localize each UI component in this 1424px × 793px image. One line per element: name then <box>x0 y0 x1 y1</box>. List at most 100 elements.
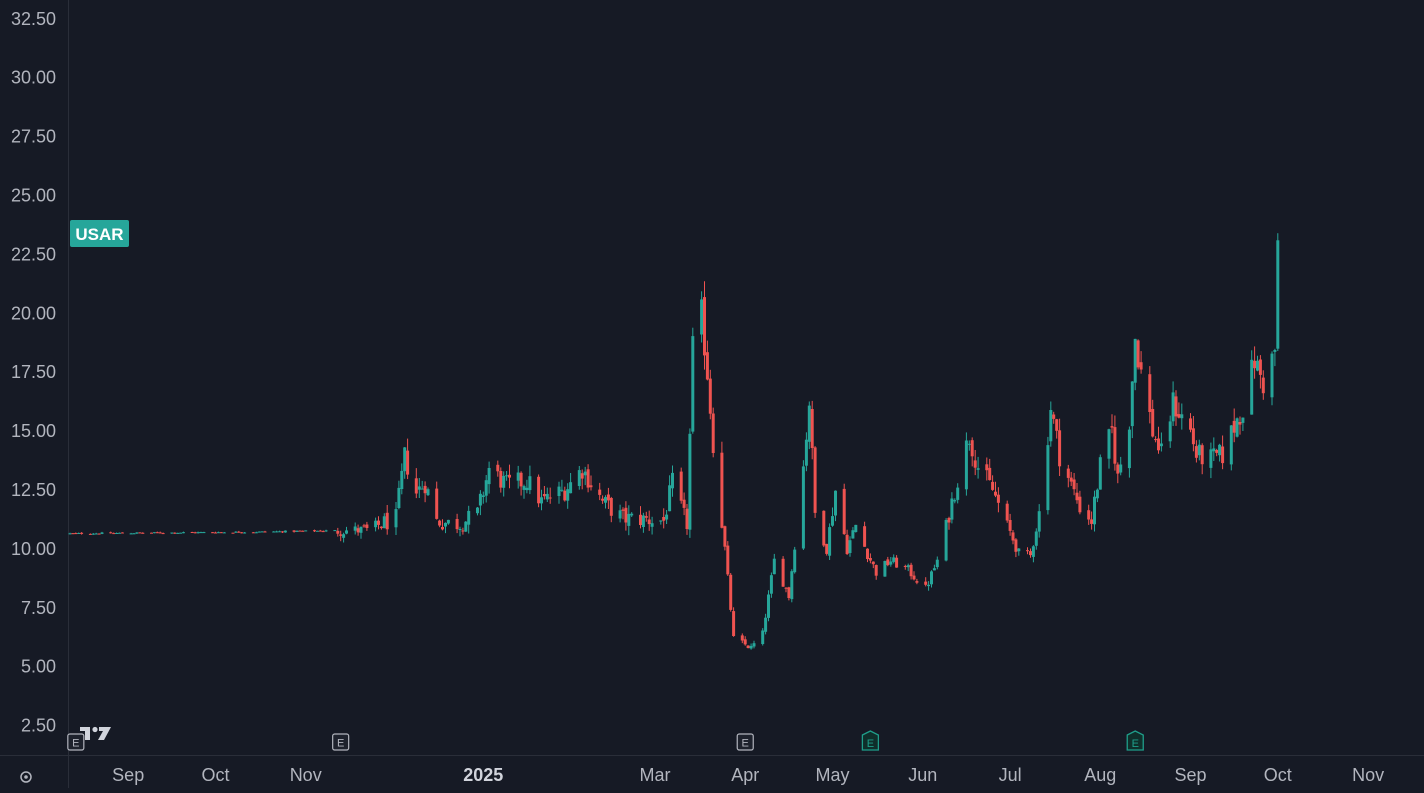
candle-body <box>385 512 389 530</box>
candle-body <box>671 472 674 489</box>
candle-body <box>845 534 849 554</box>
candle-body <box>481 495 485 497</box>
candle-body <box>740 635 744 641</box>
candle-body <box>1017 548 1021 552</box>
candle-body <box>723 526 727 547</box>
candle-body <box>1212 448 1216 452</box>
candle-body <box>895 557 899 568</box>
candle-body <box>91 533 95 535</box>
candle-body <box>769 575 773 594</box>
candle-body <box>333 530 337 532</box>
candle-body <box>1127 429 1131 469</box>
candle-body <box>761 630 765 644</box>
candle-body <box>996 494 1000 503</box>
candle-body <box>1232 420 1236 433</box>
settings-gear-icon[interactable] <box>20 771 32 783</box>
candle-body <box>545 493 549 500</box>
candle-body <box>441 527 444 530</box>
y-tick-label: 7.50 <box>21 598 56 618</box>
candle-body <box>100 532 104 534</box>
candle-body <box>1171 392 1175 422</box>
candle-body <box>662 517 666 521</box>
candle-body <box>1273 350 1277 352</box>
x-tick-label: Jul <box>999 765 1022 785</box>
candle-body <box>1130 381 1134 427</box>
candle-body <box>883 561 887 577</box>
candle-body <box>685 508 689 529</box>
candle-body <box>932 568 936 571</box>
candle-body <box>1075 492 1079 501</box>
candle-body <box>80 532 84 534</box>
tradingview-logo[interactable] <box>80 726 111 740</box>
candle-body <box>496 464 500 472</box>
candle-body <box>158 532 162 534</box>
earnings-marker-label: E <box>742 738 749 750</box>
candle-body <box>1197 444 1201 456</box>
candle-body <box>336 530 340 534</box>
candle-body <box>339 534 343 536</box>
candle-body <box>508 474 511 478</box>
candle-body <box>359 526 363 533</box>
earnings-marker-icon[interactable]: E <box>861 730 880 751</box>
candle-body <box>263 531 267 533</box>
candle-body <box>973 460 977 468</box>
candle-body <box>141 532 145 534</box>
candle-body <box>953 500 957 502</box>
candle-body <box>970 440 974 457</box>
candle-body <box>1139 362 1143 370</box>
candle-body <box>790 571 794 600</box>
candle-body <box>927 584 931 587</box>
candle-body <box>944 520 948 561</box>
candle-body <box>1037 511 1041 532</box>
candle-body <box>435 488 439 519</box>
candle-body <box>275 531 279 533</box>
candle-body <box>644 516 648 518</box>
candle-body <box>155 532 159 534</box>
candle-body <box>1154 439 1158 441</box>
candle-body <box>138 532 142 534</box>
candle-body <box>577 470 581 486</box>
y-tick-label: 5.00 <box>21 657 56 677</box>
candle-body <box>420 488 424 490</box>
candle-body <box>618 510 622 519</box>
candle-body <box>377 520 380 525</box>
candle-body <box>525 487 529 491</box>
earnings-marker-icon[interactable]: E <box>736 733 754 751</box>
candle-body <box>478 493 482 506</box>
candle-body <box>1011 532 1015 541</box>
candle-body <box>1078 496 1082 513</box>
earnings-marker-icon[interactable]: E <box>1126 730 1144 751</box>
candle-body <box>711 413 715 453</box>
candle-body <box>257 531 261 533</box>
earnings-marker-icon[interactable]: E <box>332 733 350 751</box>
earnings-marker-label: E <box>72 738 79 750</box>
candle-body <box>74 533 78 535</box>
candle-body <box>1098 457 1102 490</box>
candle-body <box>455 519 459 530</box>
candle-body <box>624 507 628 523</box>
candle-body <box>318 530 322 532</box>
x-axis: Sep Oct Nov 2025 Mar Apr May Jun Jul Aug Sep Oct Nov <box>112 765 1384 785</box>
candle-body <box>1215 450 1219 453</box>
candle-body <box>1031 546 1035 557</box>
candle-body <box>118 532 121 534</box>
candle-body <box>426 489 430 496</box>
candle-body <box>1005 503 1009 521</box>
earnings-marker-icon[interactable]: E <box>67 733 85 751</box>
candle-body <box>842 488 846 535</box>
candle-body <box>813 447 817 513</box>
earnings-marker-label: E <box>867 738 874 750</box>
candle-body <box>639 514 642 525</box>
symbol-label-bg <box>70 220 129 247</box>
candle-body <box>243 532 247 534</box>
candle-body <box>295 530 299 532</box>
candle-body <box>170 532 174 534</box>
candle-body <box>219 532 223 534</box>
candle-body <box>583 471 587 476</box>
candle-body <box>825 543 829 554</box>
candle-body <box>278 531 282 533</box>
candle-body <box>1110 426 1114 428</box>
